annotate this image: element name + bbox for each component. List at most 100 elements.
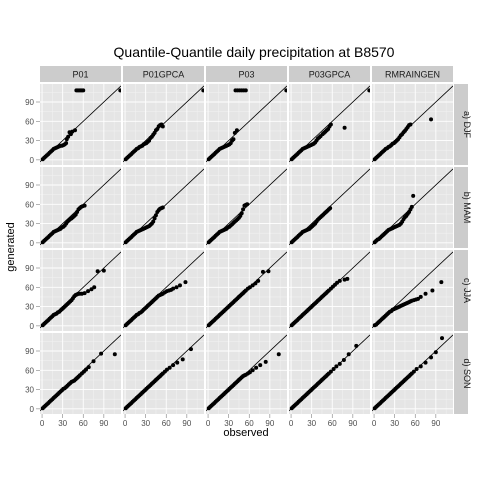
data-point bbox=[180, 357, 185, 362]
data-point bbox=[328, 122, 333, 127]
y-tick-label: 90 bbox=[25, 181, 34, 190]
facet-strip-p01gpca: P01GPCA bbox=[123, 66, 204, 82]
data-point bbox=[92, 285, 97, 290]
strip-bg bbox=[454, 333, 468, 414]
strip-label: RMRAINGEN bbox=[385, 70, 440, 80]
data-point bbox=[167, 365, 172, 370]
panel-p03-1 bbox=[206, 84, 287, 165]
panel-content bbox=[289, 333, 370, 414]
strip-label: P03 bbox=[238, 70, 254, 80]
data-point bbox=[82, 203, 87, 208]
facet-strip-row-4: d) SON bbox=[454, 333, 472, 414]
x-tick-label: 90 bbox=[99, 419, 108, 428]
y-tick-label: 0 bbox=[30, 239, 35, 248]
strip-bg bbox=[206, 66, 287, 82]
strip-label: d) SON bbox=[462, 358, 472, 388]
data-point bbox=[418, 364, 423, 369]
panel-rmraingen-3 bbox=[372, 250, 453, 331]
y-axis-title: generated bbox=[5, 222, 17, 272]
data-point bbox=[429, 355, 434, 360]
y-tick-label: 30 bbox=[25, 220, 34, 229]
panel-content bbox=[289, 84, 370, 165]
data-point bbox=[250, 368, 255, 373]
panel-content bbox=[206, 84, 287, 165]
panel-content bbox=[40, 84, 121, 165]
data-point bbox=[423, 360, 428, 365]
data-point bbox=[408, 122, 413, 127]
strip-bg bbox=[454, 250, 468, 331]
strip-bg bbox=[40, 66, 121, 82]
data-point bbox=[345, 276, 350, 281]
y-tick-label: 90 bbox=[25, 347, 34, 356]
panel-rmraingen-2 bbox=[372, 167, 453, 248]
x-tick-label: 0 bbox=[289, 419, 294, 428]
facet-strip-row-1: a) DJF bbox=[454, 84, 472, 165]
data-point bbox=[418, 294, 423, 299]
y-tick-label: 60 bbox=[25, 366, 34, 375]
x-tick-label: 30 bbox=[141, 419, 150, 428]
data-point bbox=[440, 336, 445, 341]
panel-rmraingen-1 bbox=[372, 84, 453, 165]
panel-content bbox=[206, 167, 287, 248]
y-tick-label: 90 bbox=[25, 264, 34, 273]
data-point bbox=[183, 280, 188, 285]
data-point bbox=[342, 125, 347, 130]
panel-p01gpca-1 bbox=[123, 84, 204, 165]
data-point bbox=[258, 363, 263, 368]
data-point bbox=[91, 359, 96, 364]
data-point bbox=[328, 369, 333, 374]
y-tick-label: 0 bbox=[30, 405, 35, 414]
panel-content bbox=[206, 333, 287, 414]
panel-content bbox=[372, 84, 453, 165]
panel-p03-3 bbox=[206, 250, 287, 331]
data-point bbox=[260, 269, 265, 274]
x-tick-label: 60 bbox=[328, 419, 337, 428]
panel-p03-2 bbox=[206, 167, 287, 248]
panel-content bbox=[372, 250, 453, 331]
panel-content bbox=[123, 250, 204, 331]
strip-bg bbox=[454, 167, 468, 248]
data-point bbox=[254, 365, 259, 370]
x-tick-label: 90 bbox=[182, 419, 191, 428]
data-point bbox=[118, 88, 121, 93]
data-point bbox=[337, 278, 342, 283]
data-point bbox=[174, 285, 179, 290]
strip-label: P03GPCA bbox=[309, 70, 351, 80]
panel-content bbox=[372, 167, 453, 248]
facet-strip-p01: P01 bbox=[40, 66, 121, 82]
data-point bbox=[354, 343, 359, 348]
x-tick-label: 60 bbox=[245, 419, 254, 428]
x-axis-title: observed bbox=[223, 427, 268, 439]
data-point bbox=[86, 289, 91, 294]
panel-p01gpca-3 bbox=[123, 250, 204, 331]
data-point bbox=[231, 137, 236, 142]
panel-content bbox=[40, 167, 121, 248]
panel-rmraingen-4 bbox=[372, 333, 453, 414]
strip-label: P01 bbox=[72, 70, 88, 80]
strip-bg bbox=[289, 66, 370, 82]
strip-bg bbox=[123, 66, 204, 82]
data-point bbox=[151, 219, 156, 224]
data-point bbox=[367, 88, 370, 93]
panel-content bbox=[123, 84, 204, 165]
y-tick-label: 30 bbox=[25, 303, 34, 312]
x-tick-label: 30 bbox=[224, 419, 233, 428]
panel-p03gpca-4 bbox=[289, 333, 370, 414]
data-point bbox=[66, 134, 71, 139]
data-point bbox=[81, 88, 86, 93]
data-point bbox=[160, 205, 165, 210]
facet-strip-row-3: c) JJA bbox=[454, 250, 472, 331]
data-point bbox=[423, 291, 428, 296]
panel-p01-4 bbox=[40, 333, 121, 414]
data-point bbox=[241, 207, 246, 212]
data-point bbox=[245, 202, 250, 207]
data-point bbox=[112, 352, 117, 357]
panel-content bbox=[372, 333, 453, 414]
data-point bbox=[341, 358, 346, 362]
panel-content bbox=[123, 333, 204, 414]
x-tick-label: 30 bbox=[390, 419, 399, 428]
data-point bbox=[433, 350, 438, 355]
data-point bbox=[243, 88, 248, 93]
